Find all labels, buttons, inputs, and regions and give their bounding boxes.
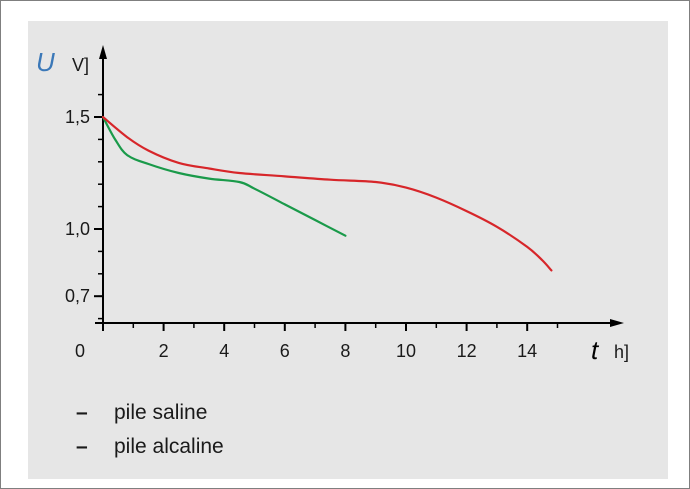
- series-line-alcaline: [101, 115, 553, 272]
- y-tick-label: 0,7: [65, 286, 90, 306]
- x-tick-label: 12: [457, 341, 477, 361]
- legend-label-saline: pile saline: [114, 401, 207, 424]
- axes: [95, 45, 624, 331]
- x-tick-label: 2: [159, 341, 169, 361]
- series-line-saline: [101, 115, 347, 237]
- discharge-chart: 0,7 1,0 1,5 2 4 6 8 10 12 14 U V] t h] 0 – pile s…: [36, 45, 629, 458]
- legend: – pile saline – pile alcaline: [76, 401, 224, 458]
- x-tick-label: 10: [396, 341, 416, 361]
- x-tick-label: 8: [340, 341, 350, 361]
- x-tick-label: 6: [280, 341, 290, 361]
- x-tick-label: 14: [517, 341, 537, 361]
- legend-marker-saline: –: [76, 401, 88, 424]
- x-tick-label: 4: [219, 341, 229, 361]
- series-layer: [101, 115, 553, 272]
- legend-marker-alcaline: –: [76, 435, 88, 458]
- x-origin-label: 0: [75, 341, 85, 361]
- legend-label-alcaline: pile alcaline: [114, 435, 224, 458]
- chart-panel: 0,7 1,0 1,5 2 4 6 8 10 12 14 U V] t h] 0 – pile s…: [28, 21, 668, 479]
- y-tick-label: 1,5: [65, 107, 90, 127]
- y-axis-arrow: [99, 45, 107, 59]
- y-axis-unit: V]: [72, 55, 89, 75]
- y-axis-variable: U: [36, 47, 55, 77]
- x-axis-unit: h]: [614, 342, 629, 362]
- ticks: 0,7 1,0 1,5 2 4 6 8 10 12 14: [65, 93, 559, 361]
- x-axis-arrow: [610, 319, 624, 327]
- x-axis-variable: t: [591, 335, 600, 365]
- y-tick-label: 1,0: [65, 219, 90, 239]
